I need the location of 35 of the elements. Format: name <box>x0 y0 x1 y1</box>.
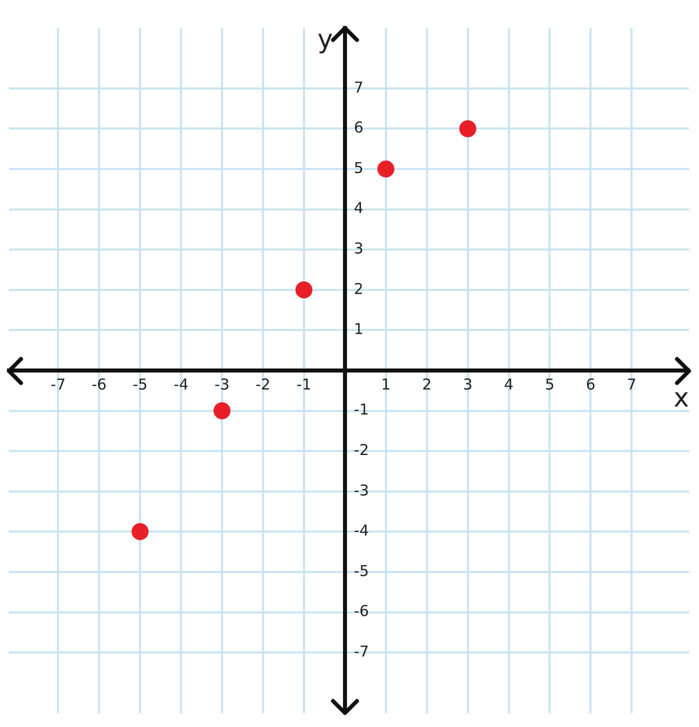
y-tick-label: -6 <box>354 602 369 620</box>
y-tick-label: 4 <box>354 199 364 218</box>
x-tick-label: 5 <box>544 375 554 394</box>
y-tick-label: -2 <box>354 440 369 459</box>
x-tick-label: -1 <box>296 375 312 394</box>
x-tick-label: 6 <box>586 375 596 394</box>
y-tick-label: -4 <box>354 522 369 540</box>
y-tick-label: 6 <box>354 118 364 137</box>
y-tick-label: -3 <box>354 481 369 500</box>
x-axis-title: x <box>674 383 689 414</box>
y-tick-label: 5 <box>354 158 364 177</box>
point <box>214 402 231 420</box>
y-tick-label: 2 <box>354 280 364 298</box>
point <box>377 160 394 178</box>
x-tick-label: 1 <box>381 375 391 394</box>
x-tick-label: 2 <box>422 375 432 394</box>
x-tick-label: -6 <box>92 375 107 394</box>
x-tick-label: -7 <box>50 375 66 394</box>
point <box>459 120 476 138</box>
x-tick-label: 3 <box>463 375 473 394</box>
x-tick-label: -3 <box>214 375 230 394</box>
y-tick-label: -5 <box>354 562 369 580</box>
y-tick-label: 3 <box>354 240 364 258</box>
x-tick-label: 7 <box>626 375 636 394</box>
y-tick-label: 1 <box>354 320 364 338</box>
x-tick-label: -5 <box>132 375 148 394</box>
x-tick-label: -4 <box>174 375 189 394</box>
y-tick-label: 7 <box>354 78 364 96</box>
x-tick-label: -2 <box>255 375 270 394</box>
point <box>132 523 149 540</box>
y-axis-title: y <box>318 24 333 55</box>
x-tick-label: 4 <box>504 375 514 394</box>
y-tick-label: -7 <box>354 642 369 660</box>
point <box>295 281 312 298</box>
y-tick-label: -1 <box>354 400 369 419</box>
